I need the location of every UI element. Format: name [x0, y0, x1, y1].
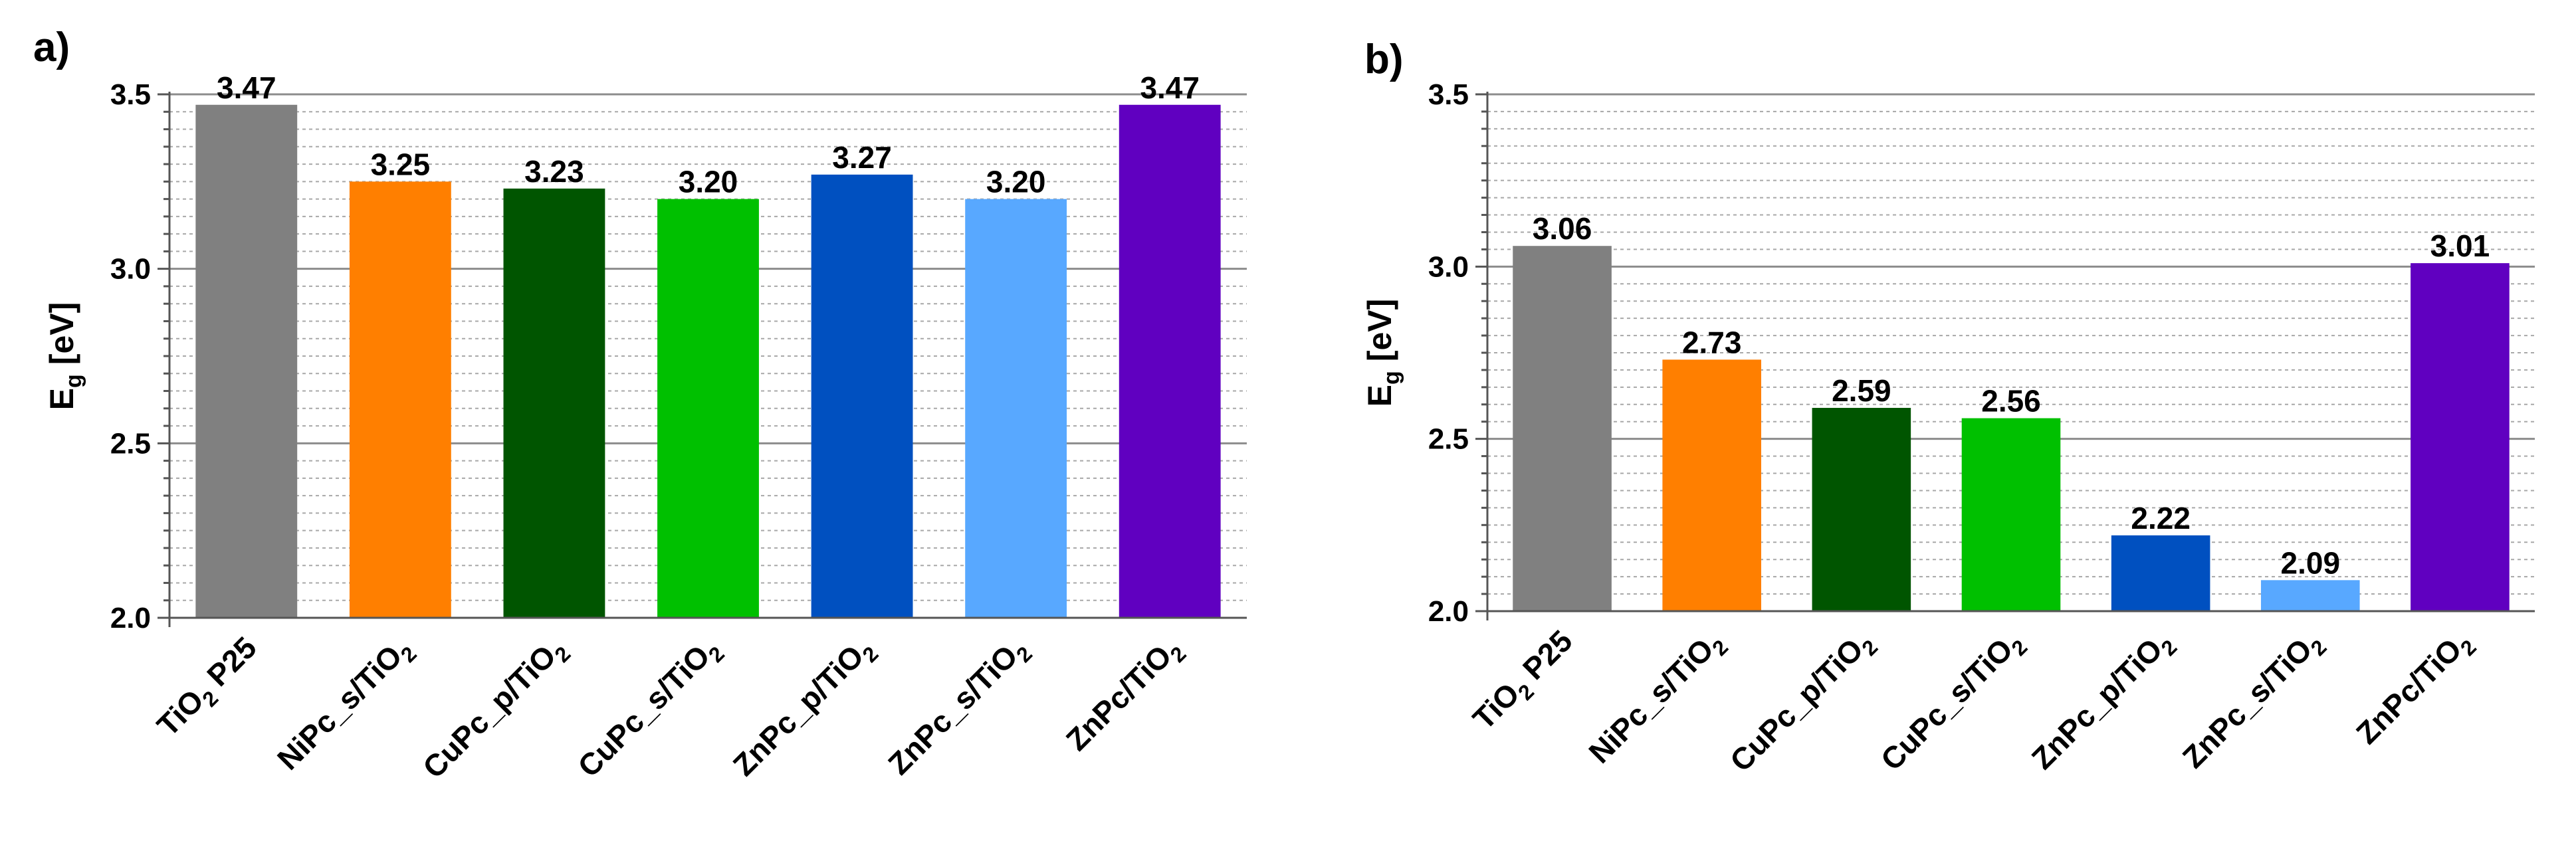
y-tick-label: 3.5 — [1428, 78, 1469, 111]
x-tick-label-main: CuPc_p/TiO — [416, 638, 563, 785]
x-tick-label-6: ZnPc/TiO2 — [2349, 623, 2481, 755]
data-label-4: 2.22 — [2131, 501, 2191, 535]
y-axis-label-unit: [eV] — [1361, 299, 1398, 361]
x-tick-label-2: CuPc_p/TiO2 — [1723, 623, 1882, 782]
x-tick-label-4: ZnPc_p/TiO2 — [726, 630, 883, 787]
bar-2 — [503, 188, 605, 618]
data-label-5: 3.20 — [986, 165, 1046, 199]
bar-3 — [1961, 418, 2061, 611]
bar-4 — [811, 174, 913, 618]
x-tick-label-main: NiPc_s/TiO — [270, 638, 409, 777]
y-tick-label: 3.5 — [110, 78, 151, 111]
data-label-3: 2.56 — [1981, 384, 2041, 419]
bar-6 — [2411, 263, 2510, 611]
x-tick-label-3: CuPc_s/TiO2 — [571, 630, 729, 788]
data-label-5: 2.09 — [2281, 545, 2341, 580]
y-tick-label: 2.0 — [110, 602, 151, 634]
x-tick-label-main: CuPc_s/TiO — [571, 638, 716, 784]
bar-1 — [349, 181, 451, 618]
y-tick-label: 3.0 — [1428, 250, 1469, 283]
x-tick-label-5: ZnPc_s/TiO2 — [881, 630, 1037, 785]
x-tick-label-6: ZnPc/TiO2 — [1059, 630, 1191, 761]
y-axis-label-sub: g — [1379, 371, 1404, 385]
x-tick-label-5: ZnPc_s/TiO2 — [2176, 623, 2331, 779]
panel-label-a: a) — [33, 25, 70, 70]
y-tick-label: 3.0 — [110, 253, 151, 286]
bar-1 — [1662, 359, 1762, 611]
panel-label-b: b) — [1364, 37, 1404, 82]
x-tick-label-main: NiPc_s/TiO — [1582, 632, 1720, 770]
data-label-1: 3.25 — [371, 147, 431, 181]
data-label-0: 3.47 — [217, 70, 276, 105]
x-tick-label-0: TiO2 P25 — [1466, 623, 1583, 740]
bar-5 — [2260, 580, 2360, 611]
data-label-1: 2.73 — [1682, 325, 1742, 359]
x-tick-label-main: ZnPc_s/TiO — [2176, 632, 2319, 775]
bar-4 — [2111, 535, 2210, 611]
x-tick-label-main: ZnPc/TiO — [1059, 638, 1178, 757]
x-tick-label-main: CuPc_s/TiO — [1874, 632, 2020, 777]
bar-5 — [965, 199, 1067, 618]
x-tick-label-4: ZnPc_p/TiO2 — [2025, 623, 2182, 780]
y-tick-label: 2.0 — [1428, 595, 1469, 628]
data-label-2: 3.23 — [524, 154, 584, 189]
y-axis-label-main: E — [43, 388, 80, 410]
data-label-6: 3.47 — [1140, 70, 1200, 105]
x-tick-label-1: NiPc_s/TiO2 — [270, 630, 421, 781]
bar-chart-b: b) 3.06 2.73 2.59 2.56 2.22 2.09 3.01 2.0 2.5 3.0 3… — [1361, 37, 2535, 782]
x-tick-label-main: ZnPc/TiO — [2349, 632, 2468, 751]
data-label-4: 3.27 — [832, 140, 892, 175]
bar-0 — [195, 104, 298, 618]
x-tick-label-2: CuPc_p/TiO2 — [416, 630, 575, 789]
y-tick-label: 2.5 — [110, 427, 151, 460]
y-axis-label-main: E — [1361, 385, 1398, 407]
chart-panel-b: b) 3.06 2.73 2.59 2.56 2.22 2.09 3.01 2.0 2.5 3.0 3… — [1288, 0, 2576, 843]
data-label-3: 3.20 — [679, 165, 738, 199]
y-axis-label-unit: [eV] — [43, 302, 80, 365]
x-tick-label-main: CuPc_p/TiO — [1723, 632, 1870, 779]
x-tick-label-3: CuPc_s/TiO2 — [1874, 623, 2032, 781]
x-tick-label-1: NiPc_s/TiO2 — [1582, 623, 1733, 774]
y-tick-label: 2.5 — [1428, 423, 1469, 456]
data-label-2: 2.59 — [1832, 373, 1891, 408]
x-tick-label-main: ZnPc_s/TiO — [881, 638, 1024, 781]
x-tick-label-0: TiO2 P25 — [150, 630, 267, 747]
y-axis-label: Eg [eV] — [43, 302, 86, 411]
x-tick-label-main: ZnPc_p/TiO — [726, 638, 871, 783]
bar-2 — [1812, 407, 1911, 611]
data-label-6: 3.01 — [2430, 229, 2490, 263]
bar-chart-a: a) 3.47 3.25 3.23 3.20 3.27 3.20 3.47 2.0 2.5 3.0 3… — [33, 25, 1247, 789]
y-axis-label-sub: g — [61, 374, 86, 388]
bar-6 — [1119, 104, 1221, 618]
x-tick-label-main: ZnPc_p/TiO — [2025, 632, 2169, 776]
bar-3 — [657, 199, 759, 618]
bar-0 — [1513, 246, 1612, 611]
y-axis-label: Eg [eV] — [1361, 299, 1404, 407]
chart-panel-a: a) 3.47 3.25 3.23 3.20 3.27 3.20 3.47 2.0 2.5 3.0 3… — [33, 25, 1247, 789]
data-label-0: 3.06 — [1533, 211, 1592, 246]
